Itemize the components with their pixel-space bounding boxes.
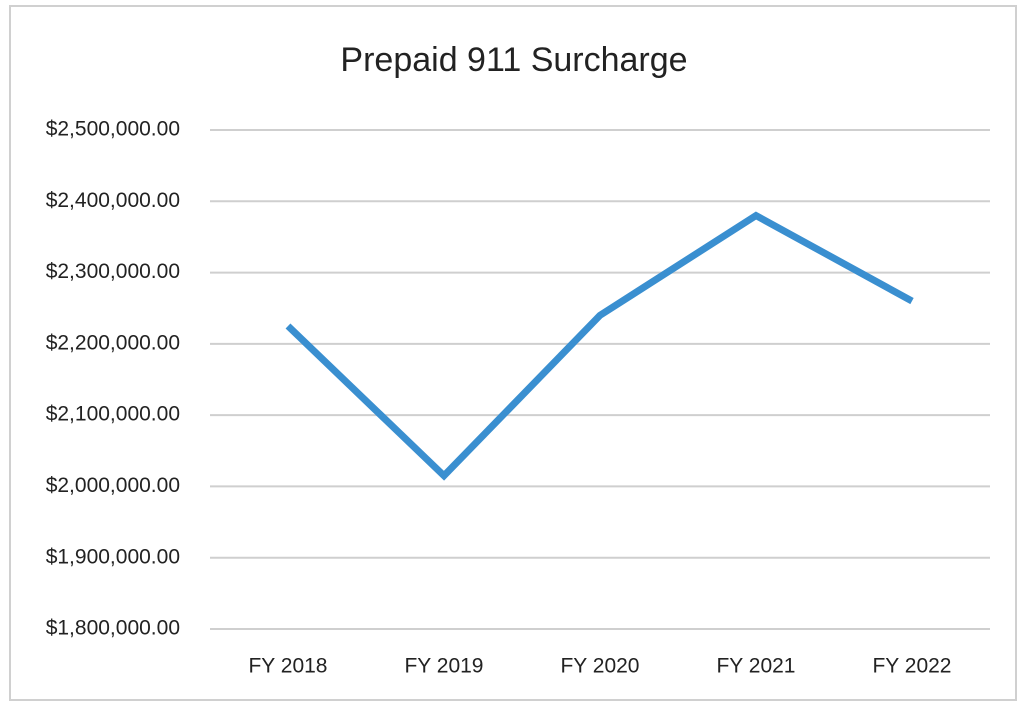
y-tick-label: $2,100,000.00: [46, 403, 180, 426]
x-tick-label: FY 2022: [872, 655, 951, 678]
y-tick-label: $1,900,000.00: [46, 545, 180, 568]
x-tick-label: FY 2018: [248, 655, 327, 678]
x-tick-label: FY 2019: [404, 655, 483, 678]
y-tick-label: $1,800,000.00: [46, 617, 180, 640]
y-tick-label: $2,200,000.00: [46, 331, 180, 354]
data-line: [285, 211, 914, 481]
y-tick-label: $2,000,000.00: [46, 474, 180, 497]
chart-frame: [9, 5, 1017, 701]
x-tick-label: FY 2020: [560, 655, 639, 678]
x-tick-label: FY 2021: [716, 655, 795, 678]
y-tick-label: $2,300,000.00: [46, 260, 180, 283]
y-tick-label: $2,400,000.00: [46, 189, 180, 212]
chart-title: Prepaid 911 Surcharge: [340, 41, 687, 79]
y-tick-label: $2,500,000.00: [46, 118, 180, 141]
